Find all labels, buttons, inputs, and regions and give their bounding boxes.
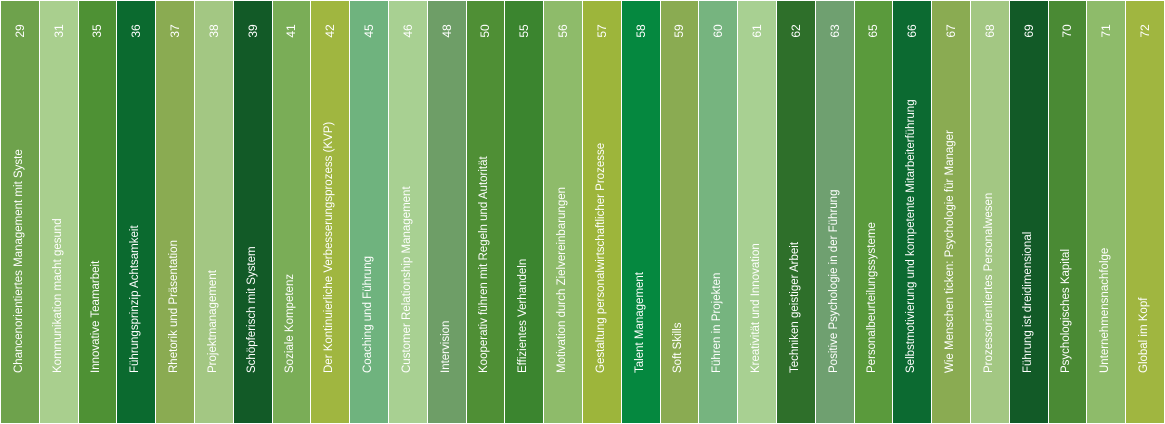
book-spine[interactable]: 72 Global im Kopf xyxy=(1126,1,1164,423)
book-title: Rhetorik und Präsentation xyxy=(168,240,181,373)
book-title: Psychologisches Kapital xyxy=(1060,248,1073,373)
book-number: 38 xyxy=(206,24,221,38)
book-number: 41 xyxy=(284,24,299,38)
book-spine[interactable]: 57 Gestaltung personalwirtschaftlicher Pr… xyxy=(582,1,621,423)
book-number: 45 xyxy=(362,24,377,38)
book-spine[interactable]: 61 Kreativität und Innovation xyxy=(738,1,776,423)
book-title: Innovative Teamarbeit xyxy=(90,260,103,373)
book-spine[interactable]: 66 Selbstmotivierung und kompetente Mitar… xyxy=(893,1,932,423)
book-spine[interactable]: 60 Führen in Projekten xyxy=(699,1,738,423)
book-spine[interactable]: 70 Psychologisches Kapital xyxy=(1048,1,1087,423)
book-number: 69 xyxy=(1021,24,1036,38)
book-number: 59 xyxy=(672,24,687,38)
book-number: 72 xyxy=(1138,24,1152,38)
book-title: Führung ist dreidimensional xyxy=(1021,231,1034,373)
book-number: 71 xyxy=(1099,24,1114,38)
book-number: 70 xyxy=(1060,24,1075,38)
book-number: 35 xyxy=(90,24,105,38)
book-title: Führungsprinzip Achtsamkeit xyxy=(129,225,142,373)
book-spine[interactable]: 56 Motivation durch Zielvereinbarungen xyxy=(544,1,582,423)
book-number: 58 xyxy=(633,24,648,38)
book-spine[interactable]: 65 Personalbeurteilungssysteme xyxy=(854,1,893,423)
book-title: Intervision xyxy=(439,320,452,373)
book-number: 31 xyxy=(51,24,66,38)
book-spine[interactable]: 67 Wie Menschen ticken: Psychologie für M… xyxy=(932,1,970,423)
book-title: Soft Skills xyxy=(672,322,685,374)
book-title: Wie Menschen ticken: Psychologie für Man… xyxy=(944,130,957,373)
book-number: 61 xyxy=(750,24,765,38)
book-number: 29 xyxy=(12,24,27,38)
book-title: Schöpferisch mit System xyxy=(245,246,258,373)
book-spine[interactable]: 62 Techniken geistiger Arbeit xyxy=(776,1,815,423)
book-number: 39 xyxy=(245,24,260,38)
book-title: Unternehmensnachfolge xyxy=(1099,247,1112,373)
book-title: Gestaltung personalwirtschaftlicher Proz… xyxy=(594,142,607,373)
book-title: Global im Kopf xyxy=(1138,297,1150,373)
book-number: 55 xyxy=(517,24,532,38)
book-number: 42 xyxy=(323,24,338,38)
book-title: Motivation durch Zielvereinbarungen xyxy=(556,186,569,373)
book-number: 67 xyxy=(944,24,959,38)
book-spine[interactable]: 50 Kooperativ führen mit Regeln und Autor… xyxy=(466,1,505,423)
book-number: 63 xyxy=(827,24,842,38)
book-number: 56 xyxy=(556,24,571,38)
book-title: Positive Psychologie in der Führung xyxy=(827,189,840,373)
book-title: Selbstmotivierung und kompetente Mitarbe… xyxy=(905,99,918,373)
book-title: Der Kontinuierliche Verbesserungsprozess… xyxy=(323,121,336,373)
book-title: Soziale Kompetenz xyxy=(284,273,297,373)
book-number: 65 xyxy=(866,24,881,38)
book-spine[interactable]: 68 Prozessorientiertes Personalwesen xyxy=(970,1,1009,423)
book-title: Talent Management xyxy=(633,271,646,373)
book-spine[interactable]: 41 Soziale Kompetenz xyxy=(272,1,311,423)
book-spine[interactable]: 36 Führungsprinzip Achtsamkeit xyxy=(117,1,156,423)
book-number: 46 xyxy=(400,24,415,38)
book-number: 68 xyxy=(982,24,997,38)
book-number: 48 xyxy=(439,24,454,38)
book-spine[interactable]: 42 Der Kontinuierliche Verbesserungsproze… xyxy=(311,1,350,423)
book-title: Personalbeurteilungssysteme xyxy=(866,222,879,373)
book-title: Führen in Projekten xyxy=(711,272,724,373)
book-spine[interactable]: 38 Projektmanagement xyxy=(194,1,233,423)
book-spine[interactable]: 71 Unternehmensnachfolge xyxy=(1087,1,1126,423)
book-title: Prozessorientiertes Personalwesen xyxy=(982,192,995,373)
book-title: Kooperativ führen mit Regeln und Autorit… xyxy=(478,156,491,373)
book-spine[interactable]: 29 Chancenorientiertes Management mit Sys… xyxy=(1,1,39,423)
book-number: 60 xyxy=(711,24,726,38)
book-title: Projektmanagement xyxy=(206,270,219,373)
book-title: Customer Relationship Management xyxy=(400,186,413,373)
book-spine[interactable]: 37 Rhetorik und Präsentation xyxy=(156,1,194,423)
book-number: 37 xyxy=(168,24,183,38)
book-title: Techniken geistiger Arbeit xyxy=(788,241,801,373)
book-spine[interactable]: 46 Customer Relationship Management xyxy=(388,1,427,423)
book-title: Kommunikation macht gesund xyxy=(51,218,64,373)
book-spine[interactable]: 39 Schöpferisch mit System xyxy=(233,1,272,423)
book-spine[interactable]: 35 Innovative Teamarbeit xyxy=(78,1,117,423)
book-spine[interactable]: 31 Kommunikation macht gesund xyxy=(39,1,78,423)
book-spine[interactable]: 63 Positive Psychologie in der Führung xyxy=(815,1,854,423)
book-spine[interactable]: 55 Effizientes Verhandeln xyxy=(505,1,544,423)
book-title: Kreativität und Innovation xyxy=(750,243,763,373)
book-number: 57 xyxy=(594,24,609,38)
book-spine[interactable]: 48 Intervision xyxy=(427,1,466,423)
book-number: 36 xyxy=(129,24,144,38)
book-number: 50 xyxy=(478,24,493,38)
book-number: 66 xyxy=(905,24,920,38)
book-spine[interactable]: 59 Soft Skills xyxy=(660,1,699,423)
book-title: Effizientes Verhandeln xyxy=(517,258,530,373)
book-number: 62 xyxy=(788,24,803,38)
book-spine[interactable]: 58 Talent Management xyxy=(621,1,660,423)
book-title: Chancenorientiertes Management mit Syste xyxy=(12,149,25,373)
book-spine[interactable]: 45 Coaching und Führung xyxy=(350,1,388,423)
book-title: Coaching und Führung xyxy=(362,256,375,373)
book-spine[interactable]: 69 Führung ist dreidimensional xyxy=(1009,1,1048,423)
